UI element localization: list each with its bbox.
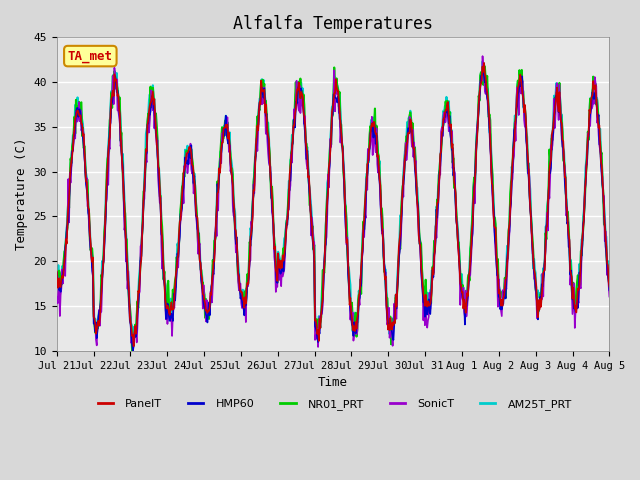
X-axis label: Time: Time bbox=[318, 376, 348, 389]
Line: HMP60: HMP60 bbox=[57, 71, 609, 351]
SonicT bbox=[605, 294, 613, 300]
NR01_PRT bbox=[605, 286, 613, 291]
PanelT bbox=[401, 155, 409, 161]
NR01_PRT bbox=[177, 206, 184, 212]
SonicT bbox=[63, 236, 70, 241]
HMP60 bbox=[206, 312, 214, 318]
SonicT bbox=[176, 229, 184, 235]
AM25T_PRT bbox=[53, 269, 61, 275]
HMP60 bbox=[605, 288, 613, 293]
Legend: PanelT, HMP60, NR01_PRT, SonicT, AM25T_PRT: PanelT, HMP60, NR01_PRT, SonicT, AM25T_P… bbox=[90, 395, 577, 414]
HMP60 bbox=[417, 267, 425, 273]
PanelT bbox=[605, 284, 613, 289]
SonicT bbox=[401, 154, 409, 160]
Title: Alfalfa Temperatures: Alfalfa Temperatures bbox=[233, 15, 433, 33]
PanelT bbox=[177, 217, 184, 223]
SonicT bbox=[314, 344, 322, 350]
NR01_PRT bbox=[63, 229, 70, 235]
HMP60 bbox=[479, 68, 487, 73]
PanelT bbox=[206, 304, 214, 310]
NR01_PRT bbox=[53, 276, 61, 281]
Line: AM25T_PRT: AM25T_PRT bbox=[57, 61, 609, 336]
NR01_PRT bbox=[480, 63, 488, 69]
AM25T_PRT bbox=[120, 181, 127, 187]
HMP60 bbox=[53, 270, 61, 276]
AM25T_PRT bbox=[131, 333, 139, 339]
AM25T_PRT bbox=[605, 284, 613, 289]
HMP60 bbox=[120, 183, 127, 189]
SonicT bbox=[205, 309, 212, 314]
SonicT bbox=[120, 197, 127, 203]
SonicT bbox=[417, 266, 425, 272]
HMP60 bbox=[63, 224, 70, 230]
HMP60 bbox=[401, 158, 409, 164]
PanelT bbox=[53, 269, 61, 275]
PanelT bbox=[480, 60, 488, 66]
Line: PanelT: PanelT bbox=[57, 63, 609, 346]
AM25T_PRT bbox=[63, 226, 70, 231]
AM25T_PRT bbox=[206, 305, 214, 311]
SonicT bbox=[479, 53, 486, 59]
Line: SonicT: SonicT bbox=[57, 56, 609, 347]
AM25T_PRT bbox=[401, 148, 409, 154]
AM25T_PRT bbox=[479, 59, 486, 64]
PanelT bbox=[130, 343, 138, 349]
NR01_PRT bbox=[128, 348, 136, 354]
PanelT bbox=[63, 241, 70, 247]
HMP60 bbox=[129, 348, 137, 354]
PanelT bbox=[417, 263, 425, 269]
Line: NR01_PRT: NR01_PRT bbox=[57, 66, 609, 351]
AM25T_PRT bbox=[417, 253, 425, 259]
NR01_PRT bbox=[401, 152, 409, 158]
PanelT bbox=[120, 190, 127, 195]
SonicT bbox=[53, 295, 61, 300]
NR01_PRT bbox=[120, 194, 127, 200]
NR01_PRT bbox=[206, 299, 214, 305]
Text: TA_met: TA_met bbox=[68, 49, 113, 62]
HMP60 bbox=[177, 211, 184, 217]
AM25T_PRT bbox=[177, 209, 184, 215]
NR01_PRT bbox=[417, 241, 425, 247]
Y-axis label: Temperature (C): Temperature (C) bbox=[15, 138, 28, 251]
